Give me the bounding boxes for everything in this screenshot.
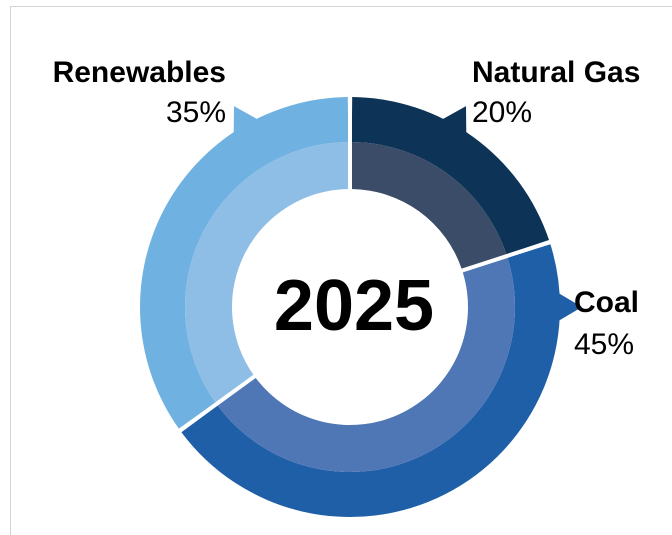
slice-separator — [459, 239, 553, 274]
slice-coal-callout — [557, 292, 582, 322]
chart-frame — [10, 6, 672, 535]
slice-natural-gas-inner — [351, 142, 507, 270]
slice-renewables-outer — [139, 97, 349, 429]
slice-coal-outer — [181, 244, 560, 518]
label-renewables-value: 35% — [166, 96, 226, 129]
label-coal-value: 45% — [574, 328, 634, 361]
label-natural-gas-value: 20% — [472, 96, 532, 129]
label-renewables-name: Renewables — [53, 56, 226, 89]
slice-renewables-callout — [233, 106, 259, 135]
slice-separator — [177, 373, 258, 434]
label-natural-gas-name: Natural Gas — [472, 56, 640, 89]
label-coal-name: Coal — [574, 286, 639, 319]
center-year-label: 2025 — [274, 266, 434, 346]
slice-natural-gas-callout — [441, 106, 467, 135]
slice-coal-inner — [217, 257, 516, 473]
slice-natural-gas-outer — [351, 97, 550, 255]
slice-renewables-inner — [184, 142, 349, 403]
